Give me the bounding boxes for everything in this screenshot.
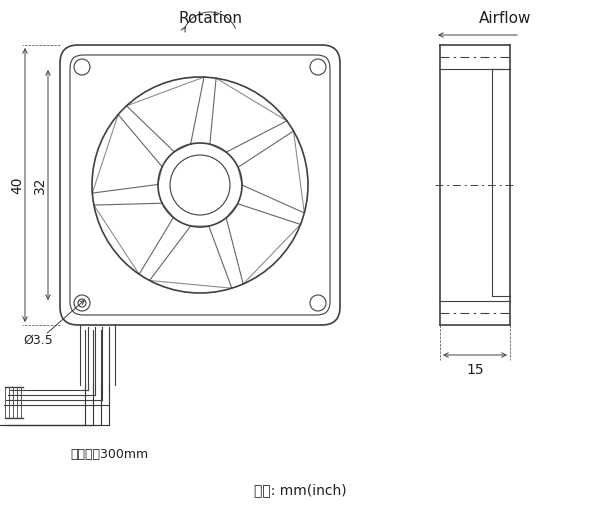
- Text: Airflow: Airflow: [479, 10, 531, 25]
- Text: 32: 32: [33, 176, 47, 194]
- Text: Rotation: Rotation: [178, 10, 242, 25]
- Text: Ø3.5: Ø3.5: [23, 333, 53, 346]
- Text: 框外线长300mm: 框外线长300mm: [70, 448, 148, 462]
- Text: 40: 40: [10, 176, 24, 194]
- Text: 15: 15: [466, 363, 484, 377]
- Text: 单位: mm(inch): 单位: mm(inch): [254, 483, 346, 497]
